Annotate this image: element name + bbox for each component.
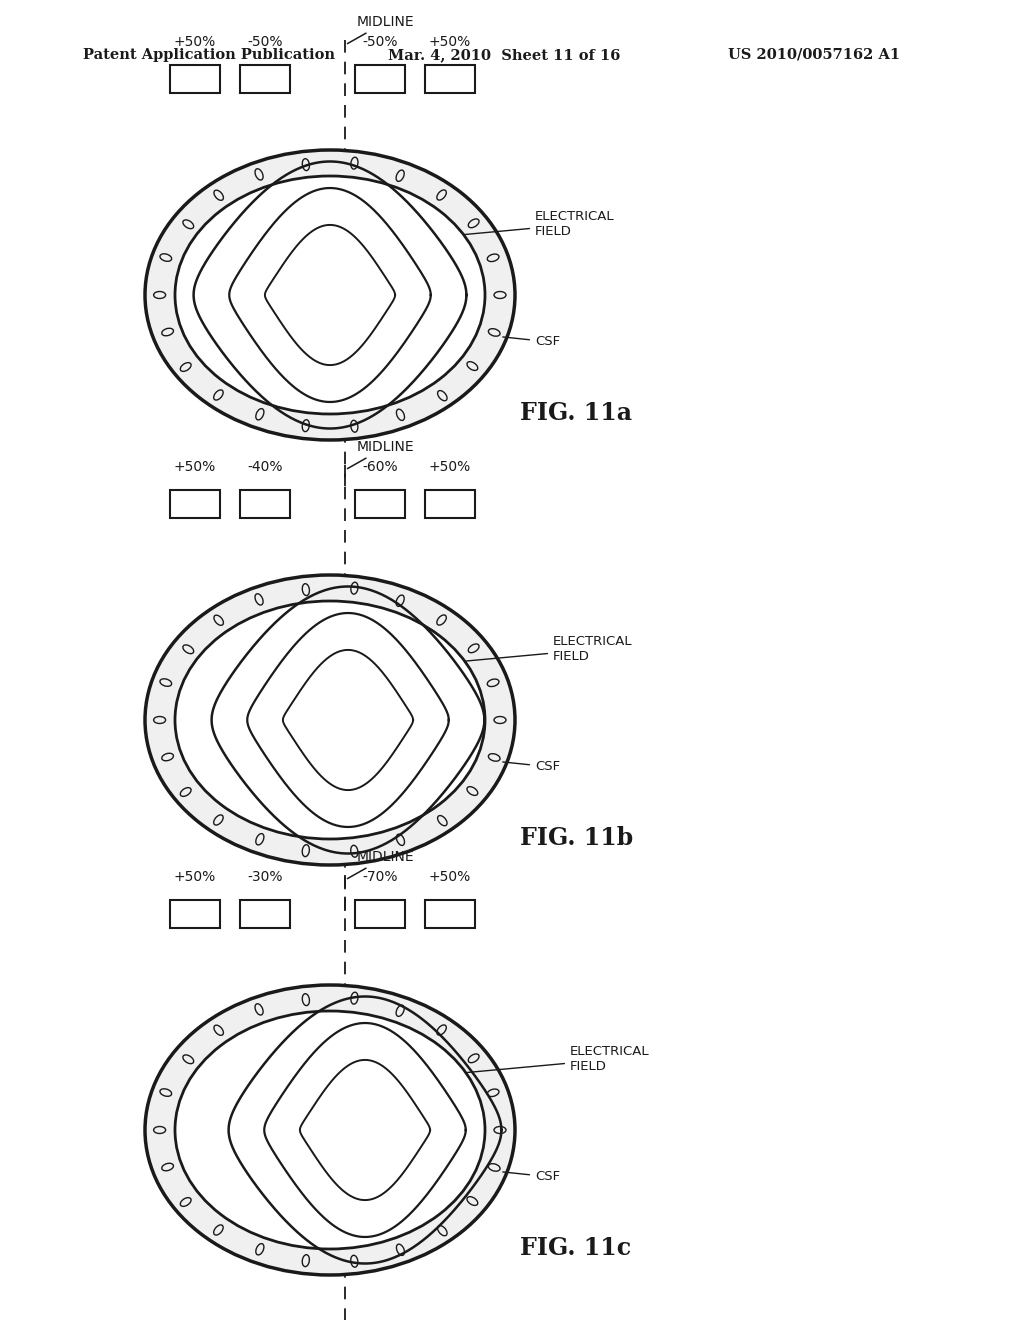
Text: FIG. 11c: FIG. 11c [520,1236,631,1261]
Text: +50%: +50% [429,36,471,49]
Text: +50%: +50% [429,870,471,884]
Text: -70%: -70% [362,870,397,884]
Ellipse shape [175,1011,485,1249]
Ellipse shape [175,176,485,414]
Ellipse shape [145,150,515,440]
Text: -30%: -30% [247,870,283,884]
Text: -40%: -40% [247,459,283,474]
Text: +50%: +50% [174,36,216,49]
Text: +50%: +50% [174,870,216,884]
Text: MIDLINE: MIDLINE [347,440,415,469]
Text: -50%: -50% [362,36,397,49]
Ellipse shape [175,601,485,840]
Ellipse shape [145,985,515,1275]
Text: +50%: +50% [174,459,216,474]
Text: +50%: +50% [429,459,471,474]
Bar [170,65,220,92]
Text: -60%: -60% [362,459,397,474]
Bar [425,490,475,517]
Bar [240,65,290,92]
Bar [355,900,406,928]
Bar [425,65,475,92]
Ellipse shape [145,576,515,865]
Text: CSF: CSF [503,335,560,348]
Bar [170,900,220,928]
Bar [355,490,406,517]
Bar [355,65,406,92]
Text: FIG. 11a: FIG. 11a [520,401,632,425]
Text: CSF: CSF [503,760,560,774]
Bar [240,900,290,928]
Text: CSF: CSF [503,1170,560,1183]
Text: -50%: -50% [247,36,283,49]
Text: ELECTRICAL
FIELD: ELECTRICAL FIELD [432,635,633,664]
Text: US 2010/0057162 A1: US 2010/0057162 A1 [728,48,900,62]
Text: ELECTRICAL
FIELD: ELECTRICAL FIELD [450,1045,649,1074]
Text: Mar. 4, 2010  Sheet 11 of 16: Mar. 4, 2010 Sheet 11 of 16 [388,48,621,62]
Bar [425,900,475,928]
Text: FIG. 11b: FIG. 11b [520,826,633,850]
Text: ELECTRICAL
FIELD: ELECTRICAL FIELD [415,210,614,239]
Bar [240,490,290,517]
Text: MIDLINE: MIDLINE [347,15,415,44]
Text: Patent Application Publication: Patent Application Publication [83,48,335,62]
Text: MIDLINE: MIDLINE [347,850,415,879]
Bar [170,490,220,517]
